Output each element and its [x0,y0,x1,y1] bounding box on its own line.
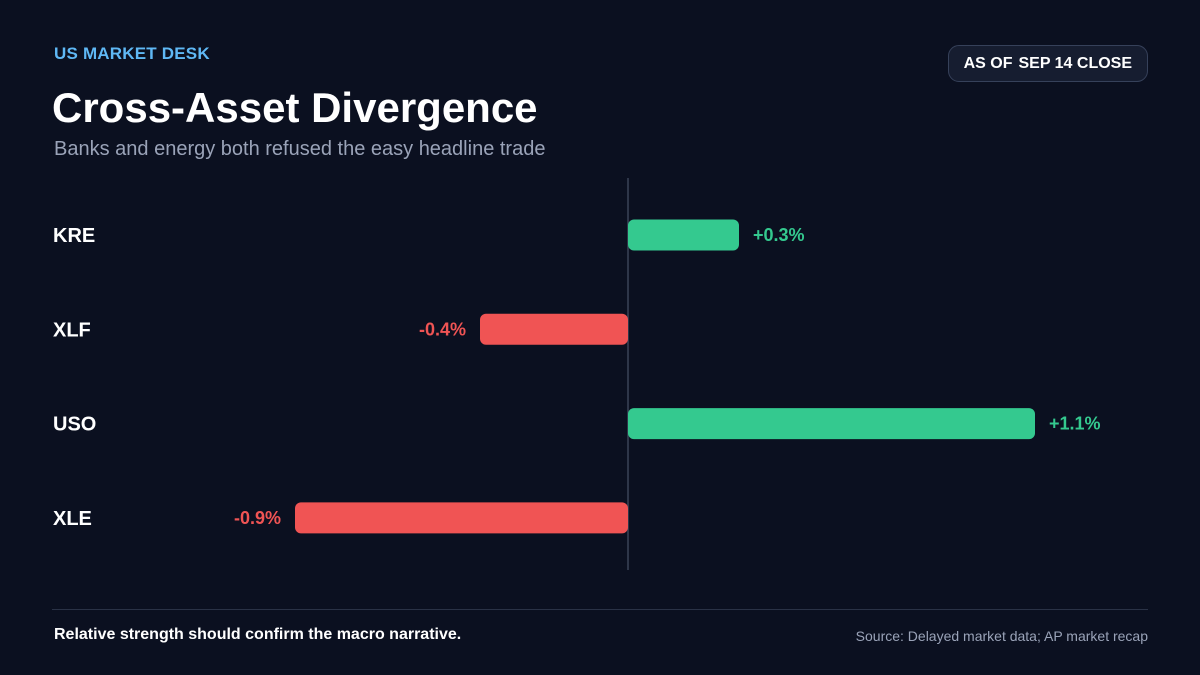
chart-title: Cross-Asset Divergence [52,84,538,131]
category-label-kre: KRE [53,225,95,247]
bar-xlf [480,313,628,345]
category-label-xle: XLE [53,508,92,530]
value-label-xlf: -0.4% [419,319,466,339]
value-label-uso: +1.1% [1049,414,1101,434]
bar-uso [628,408,1035,440]
as-of-label: AS OF [963,54,1013,72]
chart-subtitle: Banks and energy both refused the easy h… [54,138,546,160]
value-label-kre: +0.3% [753,225,805,245]
footer-note: Relative strength should confirm the mac… [54,626,462,643]
source-note: Source: Delayed market data; AP market r… [855,628,1148,644]
category-label-uso: USO [53,414,96,436]
category-label-xlf: XLF [53,319,91,341]
bar-xle [295,502,628,534]
value-label-xle: -0.9% [234,508,281,528]
bar-kre [628,219,739,251]
as-of-badge: AS OF SEP 14 CLOSE [947,45,1148,82]
desk-kicker: US MARKET DESK [54,44,210,63]
footer-divider [52,609,1148,610]
as-of-date: SEP 14 CLOSE [1018,54,1132,72]
